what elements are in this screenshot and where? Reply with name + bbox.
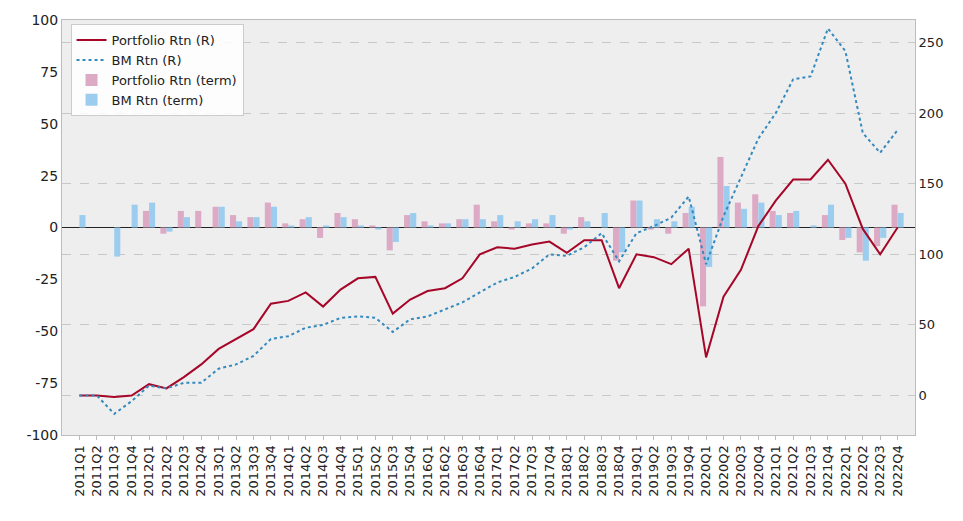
svg-text:2014Q1: 2014Q1 (281, 445, 296, 497)
svg-text:2015Q1: 2015Q1 (350, 445, 365, 497)
svg-text:-25: -25 (35, 271, 58, 287)
svg-text:0: 0 (919, 388, 927, 403)
svg-text:50: 50 (919, 317, 936, 332)
svg-text:100: 100 (919, 247, 944, 262)
svg-text:2021Q2: 2021Q2 (785, 445, 800, 497)
svg-text:2012Q4: 2012Q4 (193, 445, 208, 497)
svg-text:2015Q3: 2015Q3 (385, 445, 400, 497)
svg-text:2018Q3: 2018Q3 (594, 445, 609, 497)
svg-text:2020Q1: 2020Q1 (698, 445, 713, 497)
svg-text:2014Q2: 2014Q2 (298, 445, 313, 497)
svg-text:Portfolio Rtn (R): Portfolio Rtn (R) (112, 33, 215, 48)
svg-text:2020Q2: 2020Q2 (716, 445, 731, 497)
svg-text:2011Q4: 2011Q4 (124, 445, 139, 497)
svg-text:2022Q2: 2022Q2 (855, 445, 870, 497)
svg-text:2013Q2: 2013Q2 (228, 445, 243, 497)
svg-text:-75: -75 (35, 375, 58, 391)
svg-text:2019Q1: 2019Q1 (629, 445, 644, 497)
svg-text:2019Q4: 2019Q4 (681, 445, 696, 497)
svg-text:2014Q4: 2014Q4 (333, 445, 348, 497)
svg-text:2018Q4: 2018Q4 (611, 445, 626, 497)
svg-text:2013Q1: 2013Q1 (211, 445, 226, 497)
svg-text:2012Q1: 2012Q1 (141, 445, 156, 497)
svg-text:2021Q1: 2021Q1 (768, 445, 783, 497)
svg-text:2020Q3: 2020Q3 (733, 445, 748, 497)
svg-text:200: 200 (919, 106, 944, 121)
svg-text:2011Q1: 2011Q1 (72, 445, 87, 497)
svg-text:2013Q4: 2013Q4 (263, 445, 278, 497)
svg-text:2016Q1: 2016Q1 (420, 445, 435, 497)
svg-text:100: 100 (31, 12, 58, 28)
svg-text:-100: -100 (26, 427, 58, 443)
svg-text:BM Rtn (R): BM Rtn (R) (112, 53, 182, 68)
svg-text:2017Q4: 2017Q4 (542, 445, 557, 497)
svg-text:2019Q3: 2019Q3 (664, 445, 679, 497)
svg-text:2016Q3: 2016Q3 (455, 445, 470, 497)
svg-text:2021Q3: 2021Q3 (803, 445, 818, 497)
svg-text:2016Q4: 2016Q4 (472, 445, 487, 497)
svg-text:2015Q2: 2015Q2 (368, 445, 383, 497)
svg-text:150: 150 (919, 176, 944, 191)
svg-text:2022Q3: 2022Q3 (872, 445, 887, 497)
svg-text:Portfolio Rtn (term): Portfolio Rtn (term) (112, 73, 237, 88)
svg-text:75: 75 (40, 64, 58, 80)
svg-text:0: 0 (49, 219, 58, 235)
svg-text:BM Rtn (term): BM Rtn (term) (112, 93, 204, 108)
svg-text:2018Q1: 2018Q1 (559, 445, 574, 497)
svg-text:25: 25 (40, 168, 58, 184)
svg-text:2011Q3: 2011Q3 (106, 445, 121, 497)
svg-text:2016Q2: 2016Q2 (437, 445, 452, 497)
svg-text:2022Q1: 2022Q1 (838, 445, 853, 497)
svg-text:2013Q3: 2013Q3 (246, 445, 261, 497)
svg-text:2017Q1: 2017Q1 (489, 445, 504, 497)
svg-text:2012Q3: 2012Q3 (176, 445, 191, 497)
svg-text:2014Q3: 2014Q3 (315, 445, 330, 497)
svg-text:50: 50 (40, 116, 58, 132)
svg-text:2018Q2: 2018Q2 (576, 445, 591, 497)
svg-text:2017Q2: 2017Q2 (507, 445, 522, 497)
svg-text:2021Q4: 2021Q4 (820, 445, 835, 497)
svg-text:2022Q4: 2022Q4 (890, 445, 905, 497)
svg-text:250: 250 (919, 35, 944, 50)
svg-text:-50: -50 (35, 323, 58, 339)
svg-text:2012Q2: 2012Q2 (159, 445, 174, 497)
svg-text:2017Q3: 2017Q3 (524, 445, 539, 497)
svg-text:2019Q2: 2019Q2 (646, 445, 661, 497)
svg-text:2020Q4: 2020Q4 (751, 445, 766, 497)
svg-text:2011Q2: 2011Q2 (89, 445, 104, 497)
svg-text:2015Q4: 2015Q4 (402, 445, 417, 497)
